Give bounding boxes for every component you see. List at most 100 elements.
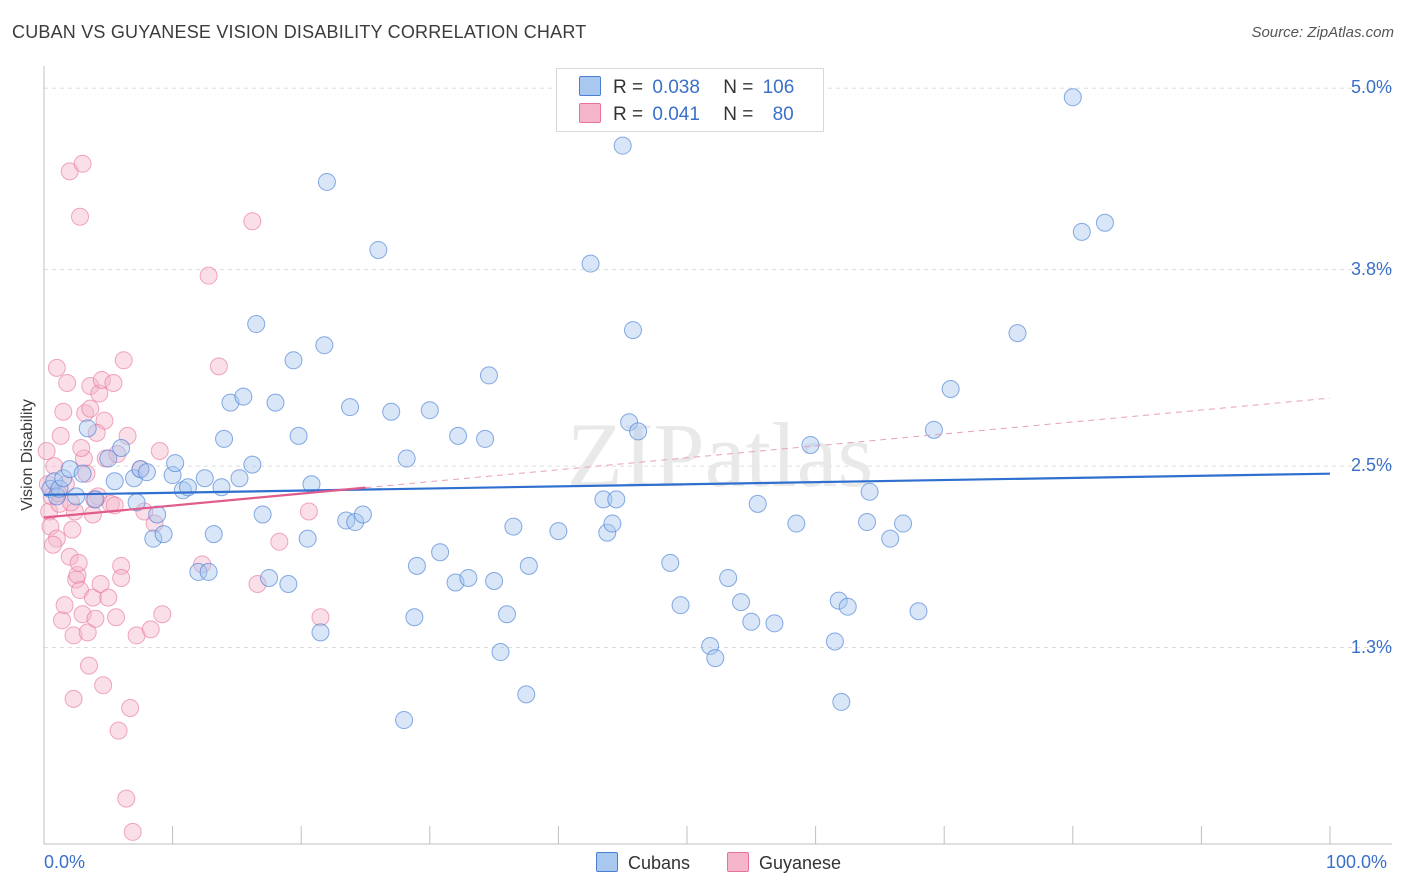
guyanese-point xyxy=(90,384,109,403)
guyanese-legend-swatch xyxy=(727,852,749,872)
cubans-swatch xyxy=(579,76,601,96)
cubans-point xyxy=(99,449,118,468)
cubans-point xyxy=(549,522,568,541)
cubans-point xyxy=(620,413,639,432)
cubans-point xyxy=(315,336,334,355)
r-value: 0.038 xyxy=(652,77,700,98)
cubans-point xyxy=(204,525,223,544)
cubans-point xyxy=(189,562,208,581)
cubans-point xyxy=(1063,88,1082,107)
guyanese-point xyxy=(72,438,91,457)
cubans-point xyxy=(298,529,317,548)
cubans-point xyxy=(317,172,336,191)
legend-item-cubans[interactable]: Cubans xyxy=(596,852,690,874)
guyanese-point xyxy=(45,457,64,476)
cubans-point xyxy=(613,136,632,155)
stats-row-guyanese: R = 0.041 N = 80 xyxy=(579,103,794,125)
cubans-point xyxy=(706,649,725,668)
cubans-point xyxy=(369,240,388,259)
cubans-point xyxy=(54,469,73,488)
cubans-point xyxy=(346,513,365,532)
guyanese-point xyxy=(80,656,99,675)
cubans-point xyxy=(623,321,642,340)
cubans-point xyxy=(671,596,690,615)
guyanese-point xyxy=(77,464,96,483)
legend-item-guyanese[interactable]: Guyanese xyxy=(727,852,841,874)
cubans-point xyxy=(243,455,262,474)
guyanese-point xyxy=(51,426,70,445)
guyanese-point xyxy=(47,358,66,377)
cubans-point xyxy=(173,481,192,500)
n-value: 106 xyxy=(762,77,795,98)
guyanese-point xyxy=(78,623,97,642)
cubans-point xyxy=(603,514,622,533)
y-tick-label-1: 2.5% xyxy=(1350,455,1392,476)
guyanese-point xyxy=(94,676,113,695)
guyanese-point xyxy=(91,575,110,594)
guyanese-point xyxy=(64,689,83,708)
guyanese-point xyxy=(87,423,106,442)
y-tick-label-3: 5.0% xyxy=(1350,77,1392,98)
stats-row-cubans: R = 0.038 N = 106 xyxy=(579,76,794,98)
cubans-point xyxy=(661,553,680,572)
cubans-point xyxy=(337,511,356,530)
cubans-point xyxy=(67,487,86,506)
cubans-point xyxy=(311,623,330,642)
n-label: N = xyxy=(723,104,754,125)
cubans-point xyxy=(765,614,784,633)
cubans-point xyxy=(1008,324,1027,343)
cubans-point xyxy=(598,523,617,542)
cubans-point xyxy=(787,514,806,533)
guyanese-points xyxy=(37,154,330,841)
guyanese-point xyxy=(114,351,133,370)
cubans-point xyxy=(284,351,303,370)
cubans-point xyxy=(491,643,510,662)
cubans-point xyxy=(289,426,308,445)
cubans-point xyxy=(607,490,626,509)
guyanese-point xyxy=(86,609,105,628)
cubans-trend-line xyxy=(43,472,1331,496)
guyanese-point xyxy=(199,266,218,285)
guyanese-point xyxy=(99,588,118,607)
guyanese-point xyxy=(81,377,100,396)
cubans-point xyxy=(195,469,214,488)
cubans-point xyxy=(881,529,900,548)
source-label: Source: ZipAtlas.com xyxy=(1251,24,1394,41)
cubans-point xyxy=(405,608,424,627)
r-value: 0.041 xyxy=(652,104,700,125)
cubans-point xyxy=(497,605,516,624)
y-tick-label-2: 3.8% xyxy=(1350,258,1392,279)
cubans-point xyxy=(420,401,439,420)
guyanese-point xyxy=(209,357,228,376)
cubans-point xyxy=(353,505,372,524)
cubans-point xyxy=(230,469,249,488)
cubans-point xyxy=(894,514,913,533)
axes xyxy=(43,66,1392,845)
guyanese-swatch xyxy=(579,103,601,123)
cubans-point xyxy=(732,593,751,612)
guyanese-point xyxy=(141,620,160,639)
n-label: N = xyxy=(723,77,754,98)
r-label: R = xyxy=(613,77,644,98)
cubans-point xyxy=(858,513,877,532)
n-value: 80 xyxy=(772,104,794,125)
cubans-point xyxy=(504,517,523,536)
cubans-point xyxy=(154,525,173,544)
cubans-point xyxy=(260,568,279,587)
guyanese-point xyxy=(311,608,330,627)
cubans-point xyxy=(748,494,767,513)
guyanese-point xyxy=(299,502,318,521)
cubans-point xyxy=(215,429,234,448)
guyanese-point xyxy=(60,547,79,566)
cubans-point xyxy=(909,602,928,621)
cubans-point xyxy=(247,315,266,334)
guyanese-point xyxy=(37,442,56,460)
r-label: R = xyxy=(613,104,644,125)
trend-lines xyxy=(43,397,1331,519)
cubans-point xyxy=(279,575,298,594)
legend-label-cubans: Cubans xyxy=(628,853,691,873)
cubans-point xyxy=(199,562,218,581)
cubans-point xyxy=(519,556,538,575)
guyanese-point xyxy=(109,721,128,740)
